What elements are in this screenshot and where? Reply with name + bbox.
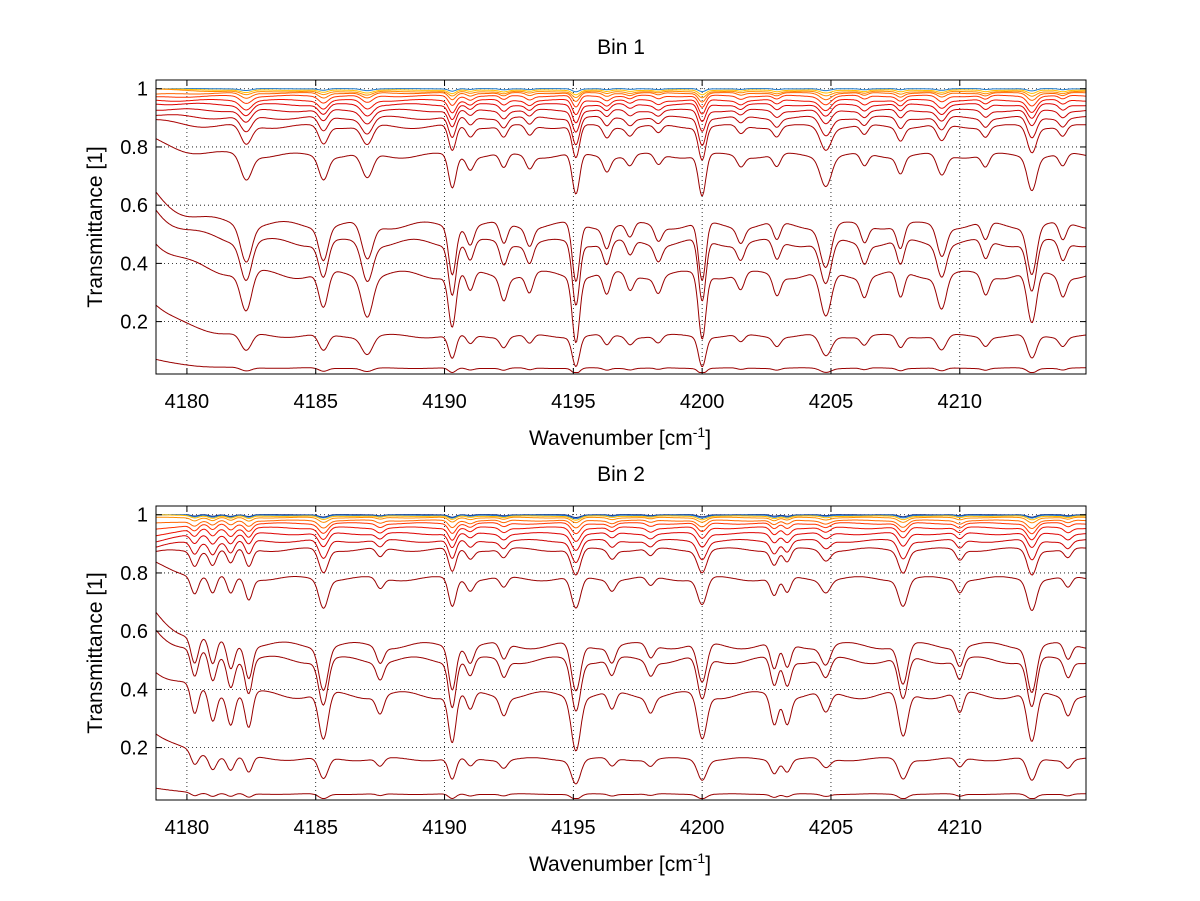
series-line [155, 358, 1086, 374]
y-tick-label: 0.4 [120, 253, 148, 275]
series-line [155, 611, 1087, 693]
series-line [155, 209, 1087, 306]
series-line [155, 88, 1086, 99]
series-line [155, 532, 1087, 551]
series-line [156, 514, 1087, 520]
series-line [155, 629, 1087, 712]
chart-bin-2: Bin 2 4180 4185 4190 4195 4200 4205 4210 0.20.… [84, 463, 1087, 876]
y-tick-labels: 0.2 0.4 0.6 0.8 1 [120, 79, 148, 334]
series-line [155, 547, 1087, 576]
y-tick-label: 1 [137, 79, 148, 101]
series-line [155, 99, 1087, 116]
series-line [155, 243, 1087, 344]
x-tick-label: 4180 [165, 391, 210, 413]
y-tick-label: 0.4 [120, 679, 148, 701]
x-tick-label: 4180 [165, 817, 210, 839]
x-tick-label: 4205 [809, 391, 854, 413]
series-line [155, 138, 1087, 197]
series-line [155, 514, 1086, 521]
x-tick-labels: 4180 4185 4190 4195 4200 4205 4210 [165, 817, 982, 839]
x-tick-label: 4210 [938, 817, 983, 839]
series-line [156, 108, 1087, 133]
x-tick-label: 4200 [680, 817, 725, 839]
data-lines [155, 514, 1087, 800]
chart-title: Bin 1 [597, 36, 645, 59]
series-line [155, 672, 1087, 752]
x-tick-label: 4195 [551, 817, 596, 839]
series-line [156, 94, 1086, 108]
x-tick-label: 4185 [293, 391, 338, 413]
x-tick-label: 4210 [938, 391, 983, 413]
chart-title: Bin 2 [597, 463, 645, 486]
series-line [155, 787, 1086, 800]
x-axis-label: Wavenumber [cm-1] [529, 850, 711, 876]
x-axis-label: Wavenumber [cm-1] [529, 424, 711, 450]
series-line [155, 304, 1087, 368]
data-lines [155, 88, 1087, 374]
series-line [155, 526, 1086, 542]
y-axis-label: Transmittance [1] [84, 572, 107, 733]
y-axis-label: Transmittance [1] [84, 146, 107, 307]
series-line [155, 733, 1087, 785]
plot-area-frame [155, 79, 1087, 375]
y-tick-label: 1 [137, 505, 148, 527]
x-tick-label: 4195 [551, 391, 596, 413]
y-tick-label: 0.8 [120, 137, 148, 159]
x-tick-label: 4200 [680, 391, 725, 413]
x-tick-label: 4190 [422, 391, 467, 413]
series-line [155, 102, 1087, 124]
y-tick-labels: 0.2 0.4 0.6 0.8 1 [120, 505, 148, 760]
series-line [155, 561, 1087, 611]
x-tick-labels: 4180 4185 4190 4195 4200 4205 4210 [165, 391, 982, 413]
y-tick-label: 0.8 [120, 563, 148, 585]
x-tick-label: 4185 [293, 817, 338, 839]
y-tick-label: 0.6 [120, 621, 148, 643]
y-tick-label: 0.6 [120, 195, 148, 217]
series-line [155, 92, 1086, 103]
series-line [156, 88, 1086, 96]
y-tick-label: 0.2 [120, 312, 148, 334]
y-tick-label: 0.2 [120, 738, 148, 760]
plot-area-frame [155, 505, 1087, 801]
series-line [155, 516, 1086, 524]
x-tick-label: 4190 [422, 817, 467, 839]
series-line [156, 88, 1087, 93]
series-line [155, 519, 1086, 530]
series-line [156, 114, 1087, 146]
series-line [155, 522, 1086, 535]
series-line [155, 539, 1087, 564]
series-line [155, 191, 1087, 282]
x-tick-label: 4205 [809, 817, 854, 839]
chart-bin-1: Bin 1 4180 4185 4190 4195 4200 4205 4210 0.20.… [84, 36, 1087, 450]
series-line [155, 119, 1087, 161]
